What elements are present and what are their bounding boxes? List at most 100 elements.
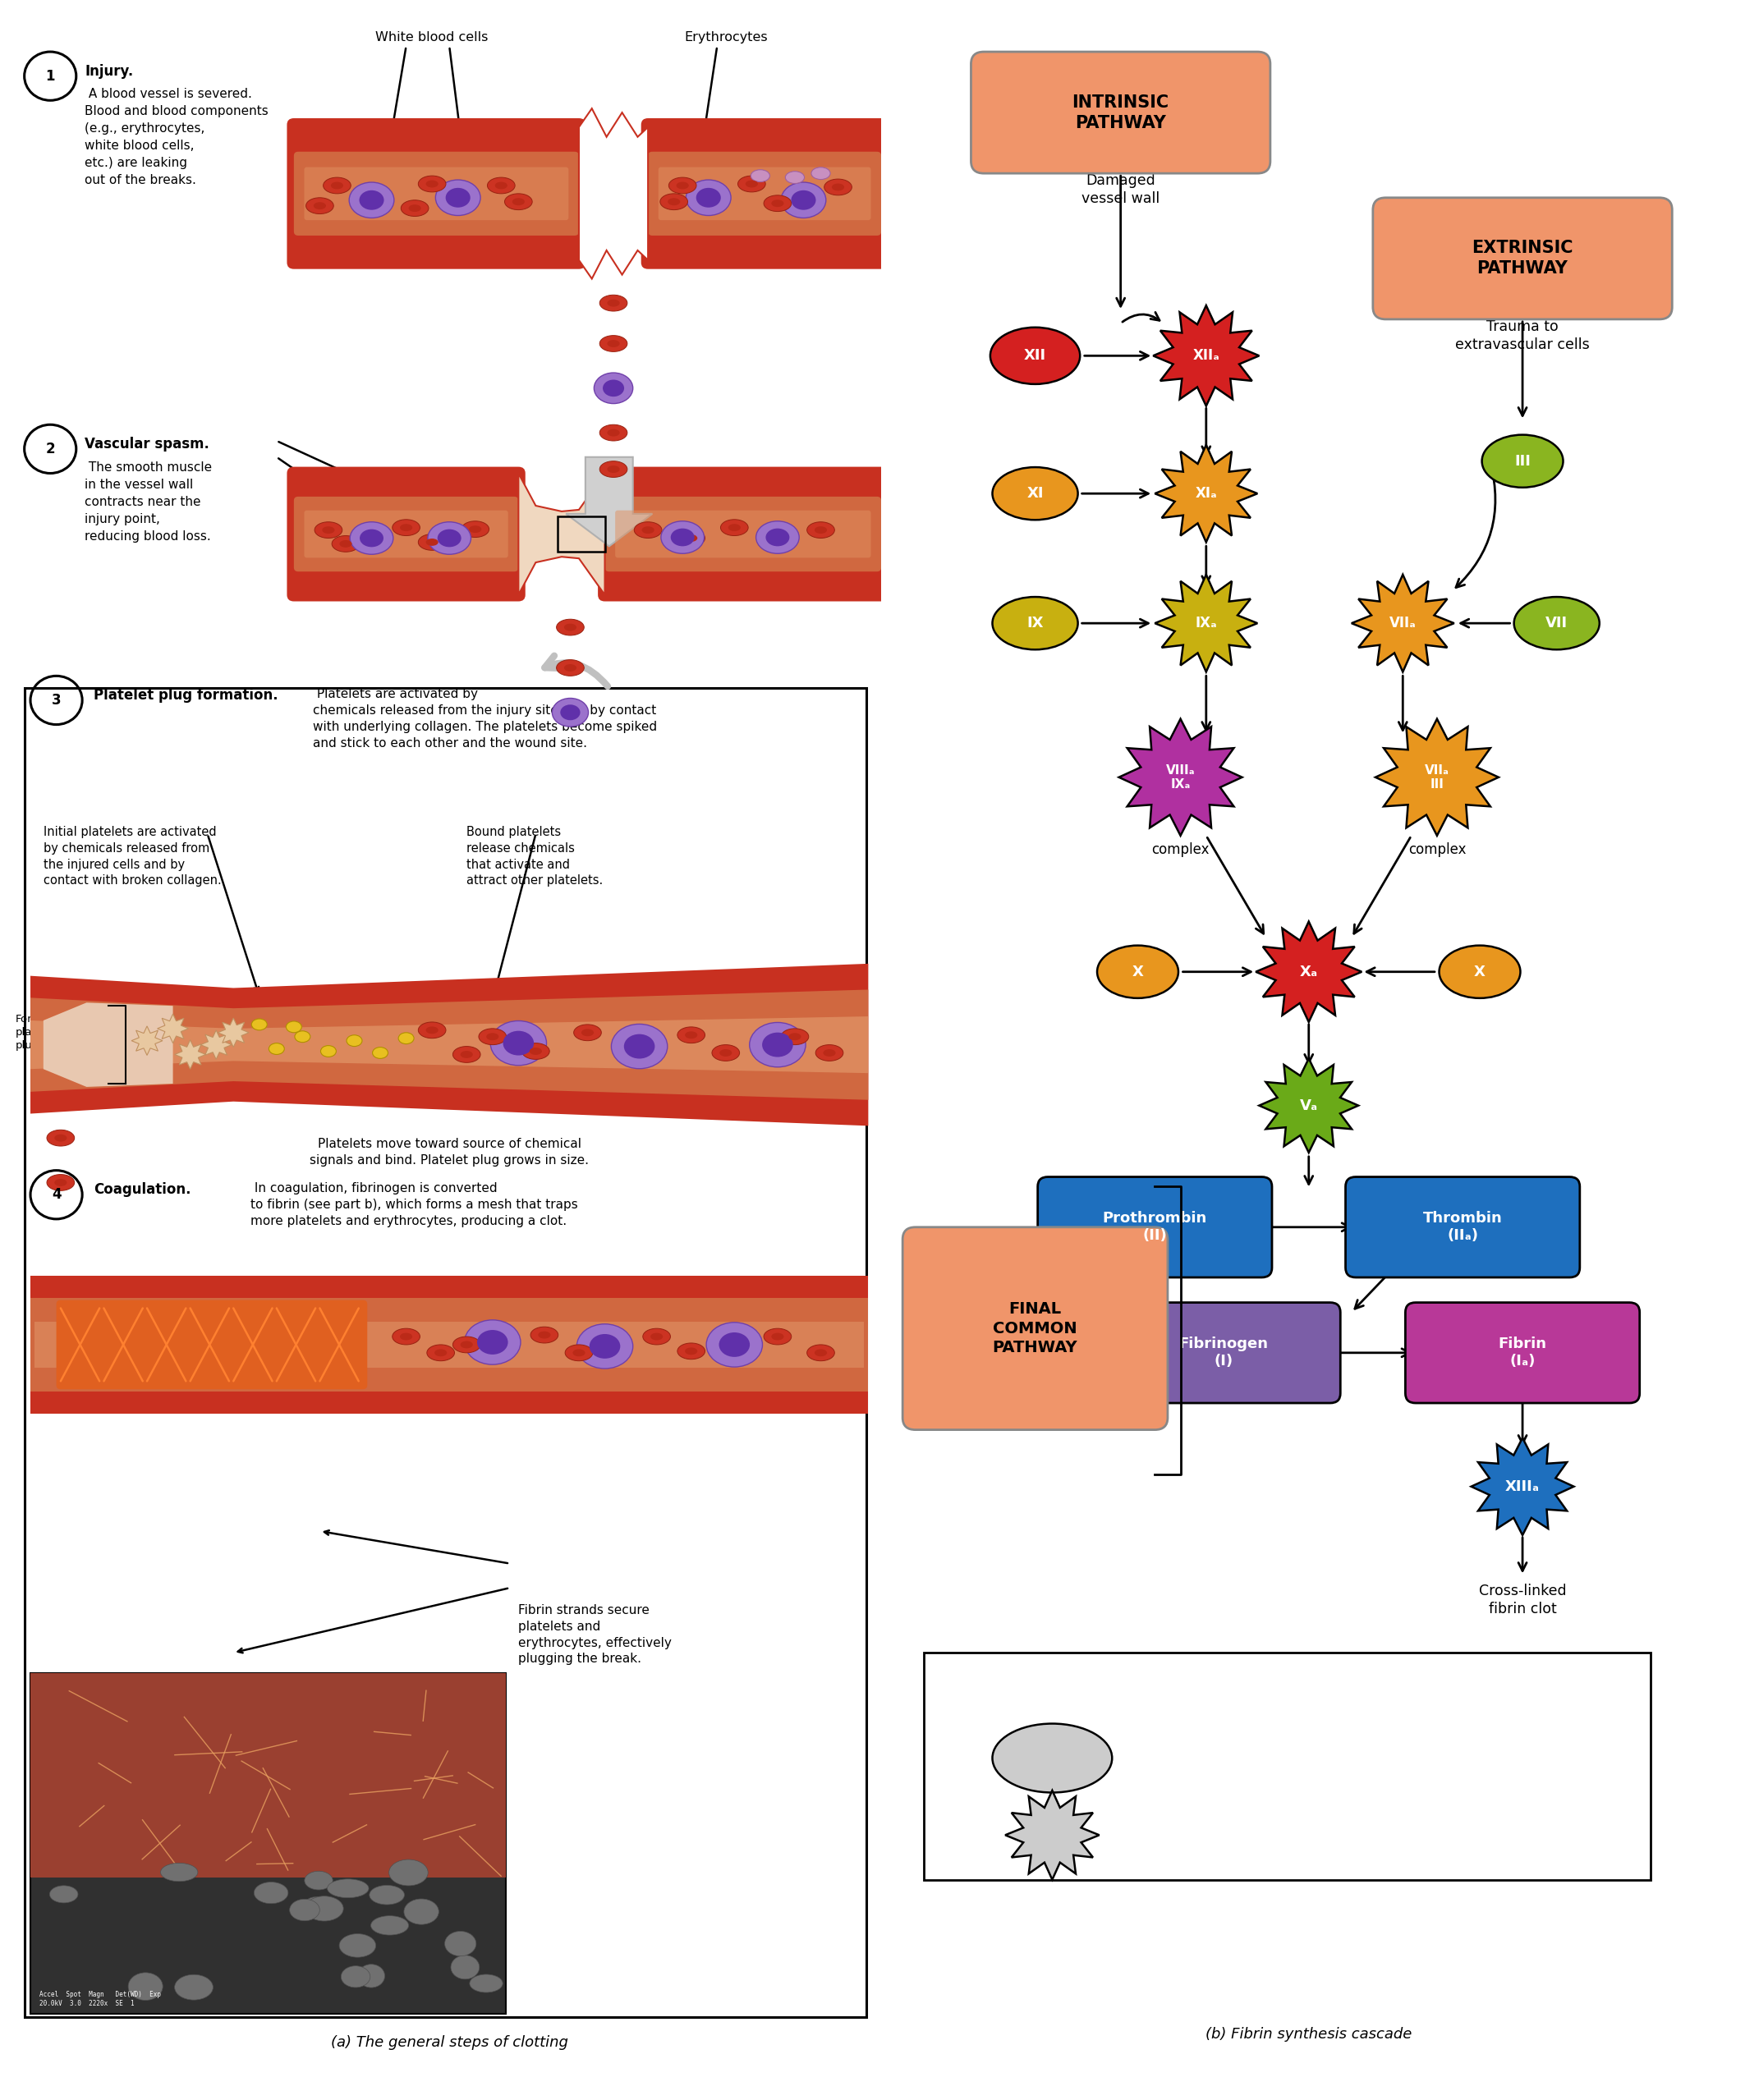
Text: Vₐ: Vₐ	[1300, 1098, 1317, 1113]
Ellipse shape	[750, 1023, 806, 1067]
Ellipse shape	[790, 191, 817, 210]
Ellipse shape	[560, 706, 581, 720]
FancyBboxPatch shape	[293, 496, 518, 571]
Ellipse shape	[286, 1021, 302, 1033]
Ellipse shape	[564, 664, 576, 672]
Ellipse shape	[602, 380, 625, 397]
FancyBboxPatch shape	[286, 466, 525, 601]
Ellipse shape	[607, 300, 619, 307]
Ellipse shape	[642, 527, 654, 533]
FancyBboxPatch shape	[1405, 1302, 1640, 1403]
FancyBboxPatch shape	[35, 1323, 864, 1367]
Ellipse shape	[401, 200, 429, 216]
Ellipse shape	[174, 1974, 213, 1999]
Ellipse shape	[428, 1344, 454, 1361]
Ellipse shape	[435, 1348, 447, 1357]
Text: 1: 1	[45, 69, 56, 84]
Ellipse shape	[993, 466, 1078, 521]
Text: complex: complex	[1408, 842, 1466, 857]
Polygon shape	[1471, 1439, 1574, 1535]
Text: complex: complex	[1152, 842, 1209, 857]
Ellipse shape	[782, 1029, 808, 1044]
Ellipse shape	[487, 176, 515, 193]
Ellipse shape	[398, 1033, 414, 1044]
Polygon shape	[1153, 304, 1260, 405]
Ellipse shape	[712, 1044, 740, 1060]
Text: White blood cells: White blood cells	[375, 32, 489, 44]
FancyBboxPatch shape	[647, 151, 881, 235]
Ellipse shape	[358, 1964, 384, 1987]
Ellipse shape	[1515, 596, 1600, 649]
Text: Xₐ: Xₐ	[1300, 964, 1317, 979]
Ellipse shape	[340, 540, 352, 548]
Text: (b) Fibrin synthesis cascade: (b) Fibrin synthesis cascade	[1206, 2026, 1412, 2041]
Ellipse shape	[815, 1044, 843, 1060]
Text: Initial platelets are activated
by chemicals released from
the injured cells and: Initial platelets are activated by chemi…	[44, 825, 222, 886]
Ellipse shape	[782, 183, 825, 218]
Ellipse shape	[677, 1344, 705, 1359]
Ellipse shape	[696, 187, 721, 208]
Polygon shape	[44, 1002, 173, 1088]
Ellipse shape	[551, 697, 588, 727]
Ellipse shape	[478, 1029, 506, 1044]
Ellipse shape	[771, 1334, 784, 1340]
Ellipse shape	[127, 1972, 162, 2001]
Text: XIIIₐ: XIIIₐ	[1506, 1478, 1539, 1493]
Ellipse shape	[764, 195, 792, 212]
Ellipse shape	[445, 1932, 476, 1955]
Polygon shape	[579, 109, 647, 279]
Text: Injury.: Injury.	[86, 63, 133, 78]
Ellipse shape	[1482, 435, 1564, 487]
Ellipse shape	[750, 170, 770, 183]
Ellipse shape	[593, 374, 633, 403]
Ellipse shape	[686, 181, 731, 216]
Ellipse shape	[54, 1178, 66, 1186]
Polygon shape	[1351, 575, 1454, 672]
Polygon shape	[1375, 718, 1499, 836]
Text: Platelet plug formation.: Platelet plug formation.	[94, 689, 277, 704]
Text: Prothrombin
(II): Prothrombin (II)	[1103, 1212, 1208, 1243]
Ellipse shape	[633, 523, 661, 538]
Polygon shape	[131, 1027, 162, 1056]
Polygon shape	[174, 1040, 206, 1069]
FancyBboxPatch shape	[658, 168, 871, 221]
Text: Trauma to
extravascular cells: Trauma to extravascular cells	[1455, 319, 1590, 353]
Text: XIₐ: XIₐ	[1195, 487, 1216, 502]
Ellipse shape	[450, 1955, 480, 1978]
Ellipse shape	[305, 197, 333, 214]
Text: XIIₐ: XIIₐ	[1192, 349, 1220, 363]
Ellipse shape	[721, 519, 749, 536]
Polygon shape	[1119, 718, 1242, 836]
Ellipse shape	[590, 1334, 619, 1359]
Ellipse shape	[452, 1046, 480, 1063]
Ellipse shape	[557, 659, 585, 676]
Ellipse shape	[332, 183, 344, 189]
Ellipse shape	[408, 204, 421, 212]
Ellipse shape	[419, 533, 447, 550]
Ellipse shape	[785, 172, 804, 183]
Ellipse shape	[461, 521, 489, 538]
Ellipse shape	[824, 1050, 836, 1056]
Text: 4: 4	[52, 1186, 61, 1201]
Ellipse shape	[625, 1033, 654, 1058]
Ellipse shape	[305, 1896, 344, 1922]
Polygon shape	[1155, 445, 1258, 542]
Ellipse shape	[651, 1334, 663, 1340]
Ellipse shape	[660, 193, 688, 210]
Ellipse shape	[756, 521, 799, 554]
Ellipse shape	[607, 428, 619, 437]
Ellipse shape	[400, 523, 412, 531]
Ellipse shape	[419, 1023, 447, 1037]
Text: VIIₐ: VIIₐ	[1389, 615, 1417, 630]
Polygon shape	[30, 964, 869, 1126]
Ellipse shape	[686, 536, 698, 542]
Ellipse shape	[347, 1035, 363, 1046]
Ellipse shape	[611, 1025, 667, 1069]
Text: A blood vessel is severed.
Blood and blood components
(e.g., erythrocytes,
white: A blood vessel is severed. Blood and blo…	[86, 88, 269, 187]
FancyArrow shape	[565, 458, 653, 546]
FancyBboxPatch shape	[1373, 197, 1672, 319]
Ellipse shape	[811, 168, 831, 179]
Text: Fibrinogen
(I): Fibrinogen (I)	[1178, 1338, 1269, 1369]
Text: Accel  Spot  Magn   Det(WD)  Exp
20.0kV  3.0  2220x  SE  1: Accel Spot Magn Det(WD) Exp 20.0kV 3.0 2…	[38, 1991, 161, 2008]
FancyBboxPatch shape	[640, 118, 888, 269]
